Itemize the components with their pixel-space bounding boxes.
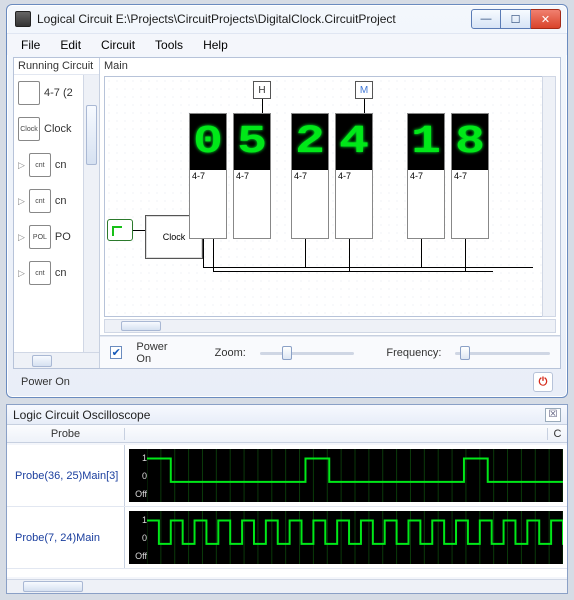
seven-seg-display[interactable]: 84-7 bbox=[451, 113, 489, 239]
left-vscroll[interactable] bbox=[83, 75, 99, 352]
osc-scope[interactable]: 10Off bbox=[129, 449, 563, 502]
oscilloscope-panel: Logic Circuit Oscilloscope ☒ Probe C Pro… bbox=[6, 404, 568, 594]
menubar: File Edit Circuit Tools Help bbox=[7, 33, 567, 55]
zoom-label: Zoom: bbox=[215, 347, 246, 359]
menu-help[interactable]: Help bbox=[193, 35, 238, 55]
list-item-label: cn bbox=[55, 267, 67, 279]
clock-chip-label: Clock bbox=[163, 232, 186, 242]
circuit-list[interactable]: 4-7 (2 ClockClock ▷cntcn ▷cntcn ▷POLPO ▷… bbox=[14, 75, 99, 352]
thumb-icon: cnt bbox=[29, 261, 51, 285]
freq-label: Frequency: bbox=[386, 347, 441, 359]
running-circuit-panel: Running Circuit 4-7 (2 ClockClock ▷cntcn… bbox=[14, 58, 100, 368]
window-title: Logical Circuit E:\Projects\CircuitProje… bbox=[37, 12, 396, 26]
thumb-icon: Clock bbox=[18, 117, 40, 141]
menu-circuit[interactable]: Circuit bbox=[91, 35, 145, 55]
osc-row: Probe(36, 25)Main[3]10Off bbox=[7, 445, 567, 507]
thumb-icon bbox=[18, 81, 40, 105]
power-label: Power On bbox=[136, 341, 182, 365]
osc-title: Logic Circuit Oscilloscope bbox=[13, 408, 150, 422]
seven-seg-display[interactable]: 44-7 bbox=[335, 113, 373, 239]
main-label: Main bbox=[104, 60, 128, 72]
seven-seg-display[interactable]: 14-7 bbox=[407, 113, 445, 239]
status-text: Power On bbox=[21, 376, 70, 388]
statusbar: Power On ⏻ bbox=[13, 371, 561, 393]
menu-file[interactable]: File bbox=[11, 35, 50, 55]
seven-seg-display[interactable]: 54-7 bbox=[233, 113, 271, 239]
osc-scope[interactable]: 10Off bbox=[129, 511, 563, 564]
menu-edit[interactable]: Edit bbox=[50, 35, 91, 55]
minimize-button[interactable]: — bbox=[471, 9, 501, 29]
canvas-vscroll[interactable] bbox=[542, 76, 556, 317]
power-checkbox[interactable]: ✔ bbox=[110, 346, 122, 359]
maximize-button[interactable]: ☐ bbox=[501, 9, 531, 29]
main-panel: Main H M Clock bbox=[100, 58, 560, 368]
osc-header: Probe C bbox=[7, 425, 567, 443]
osc-body: Probe(36, 25)Main[3]10OffProbe(7, 24)Mai… bbox=[7, 445, 567, 577]
list-item-label: Clock bbox=[44, 123, 72, 135]
left-hscroll[interactable] bbox=[14, 352, 99, 368]
h-button[interactable]: H bbox=[253, 81, 271, 99]
list-item-label: cn bbox=[55, 195, 67, 207]
osc-col-probe[interactable]: Probe bbox=[7, 428, 125, 440]
clock-source-icon[interactable] bbox=[107, 219, 133, 241]
seven-seg-display[interactable]: 24-7 bbox=[291, 113, 329, 239]
list-item-label: cn bbox=[55, 159, 67, 171]
freq-slider[interactable] bbox=[455, 345, 550, 361]
zoom-slider[interactable] bbox=[260, 345, 355, 361]
app-icon bbox=[15, 11, 31, 27]
osc-close-button[interactable]: ☒ bbox=[545, 408, 561, 422]
app-window: Logical Circuit E:\Projects\CircuitProje… bbox=[6, 4, 568, 398]
titlebar[interactable]: Logical Circuit E:\Projects\CircuitProje… bbox=[7, 5, 567, 33]
list-item-label: PO bbox=[55, 231, 71, 243]
client-area: Running Circuit 4-7 (2 ClockClock ▷cntcn… bbox=[13, 57, 561, 369]
circuit-canvas[interactable]: H M Clock bbox=[104, 76, 556, 317]
thumb-icon: cnt bbox=[29, 153, 51, 177]
osc-probe-label[interactable]: Probe(7, 24)Main bbox=[7, 507, 125, 568]
caption-buttons: — ☐ ✕ bbox=[471, 9, 561, 29]
osc-probe-label[interactable]: Probe(36, 25)Main[3] bbox=[7, 445, 125, 506]
thumb-icon: cnt bbox=[29, 189, 51, 213]
osc-col-c[interactable]: C bbox=[547, 428, 567, 440]
menu-tools[interactable]: Tools bbox=[145, 35, 193, 55]
seven-seg-display[interactable]: 04-7 bbox=[189, 113, 227, 239]
canvas-hscroll[interactable] bbox=[104, 319, 556, 333]
m-button[interactable]: M bbox=[355, 81, 373, 99]
close-button[interactable]: ✕ bbox=[531, 9, 561, 29]
thumb-icon: POL bbox=[29, 225, 51, 249]
list-item-label: 4-7 (2 bbox=[44, 87, 73, 99]
control-bar: ✔ Power On Zoom: Frequency: bbox=[100, 336, 560, 368]
osc-row: Probe(7, 24)Main10Off bbox=[7, 507, 567, 569]
osc-hscroll[interactable] bbox=[7, 579, 567, 593]
power-button[interactable]: ⏻ bbox=[533, 372, 553, 392]
running-circuit-heading: Running Circuit bbox=[14, 58, 99, 75]
osc-titlebar[interactable]: Logic Circuit Oscilloscope ☒ bbox=[7, 405, 567, 425]
